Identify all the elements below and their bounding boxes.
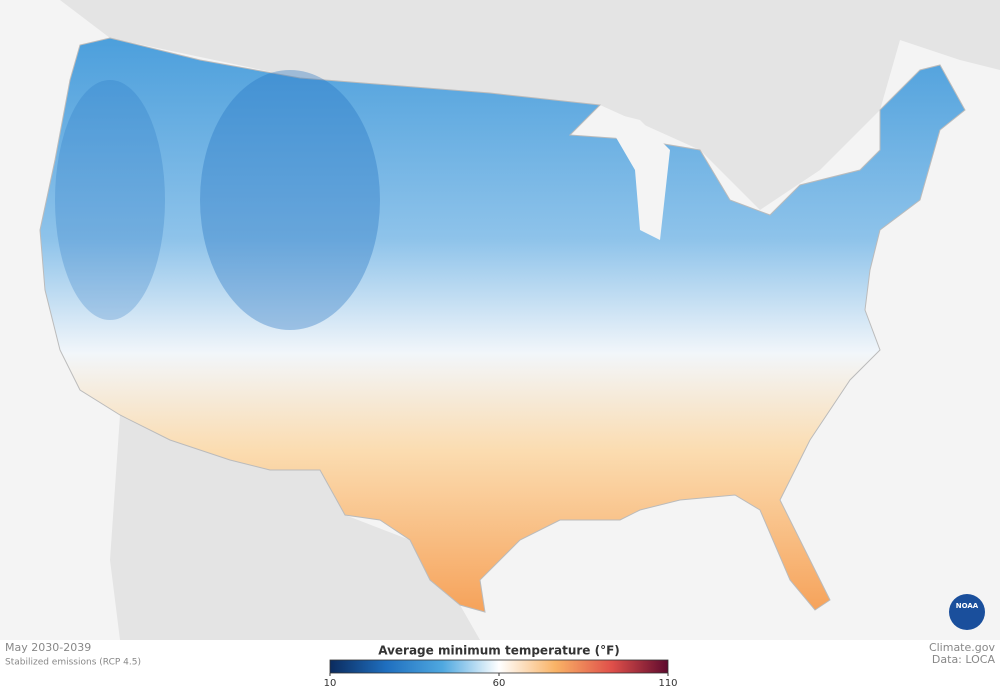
- source: Data: LOCA: [932, 653, 996, 666]
- colorbar: [329, 659, 669, 674]
- legend-title: Average minimum temperature (°F): [378, 644, 620, 658]
- noaa-logo: [949, 594, 985, 630]
- mexico: [110, 415, 480, 640]
- logo-text: NOAA: [956, 602, 979, 610]
- lake-michigan: [600, 110, 670, 240]
- tick-label: 60: [493, 678, 506, 689]
- cascades-shade: [55, 80, 165, 320]
- canada: [0, 0, 1000, 210]
- scenario: Stabilized emissions (RCP 4.5): [5, 658, 141, 668]
- credit: Climate.gov: [929, 641, 996, 654]
- rockies-shade: [200, 70, 380, 330]
- tick-label: 110: [658, 678, 677, 689]
- period: May 2030-2039: [5, 641, 91, 654]
- tick-label: 10: [324, 678, 337, 689]
- us-map: [39, 37, 966, 613]
